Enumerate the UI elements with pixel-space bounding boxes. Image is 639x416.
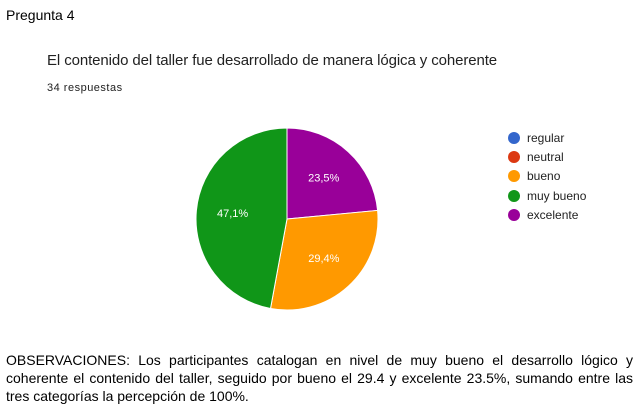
- pie-slice-bueno: [269, 209, 379, 311]
- legend-item-neutral: neutral: [508, 147, 586, 166]
- chart-title: El contenido del taller fue desarrollado…: [47, 52, 498, 69]
- pie-label-bueno: 29,4%: [308, 253, 339, 265]
- legend-item-excelente: excelente: [508, 205, 586, 224]
- pie-chart: 23,5% 29,4% 47,1%: [195, 127, 379, 311]
- legend-item-muy-bueno: muy bueno: [508, 186, 586, 205]
- legend-item-bueno: bueno: [508, 167, 586, 186]
- legend-label-neutral: neutral: [527, 149, 564, 164]
- legend-label-muy-bueno: muy bueno: [527, 188, 587, 203]
- legend-item-regular: regular: [508, 128, 586, 147]
- legend-label-regular: regular: [527, 130, 565, 145]
- legend-label-excelente: excelente: [527, 207, 579, 222]
- legend-swatch-bueno: [508, 170, 520, 183]
- legend-swatch-neutral: [508, 150, 520, 163]
- legend-swatch-muy-bueno: [508, 189, 520, 202]
- chart-legend: regular neutral bueno muy bueno excelente: [508, 128, 586, 224]
- legend-label-bueno: bueno: [527, 169, 561, 184]
- observations-paragraph: OBSERVACIONES: Los participantes catalog…: [6, 352, 633, 404]
- pie-slice-muy-bueno: [195, 127, 288, 310]
- chart-subtitle: 34 respuestas: [47, 82, 123, 94]
- legend-swatch-regular: [508, 131, 520, 144]
- legend-swatch-excelente: [508, 208, 520, 221]
- pie-label-excelente: 23,5%: [308, 173, 339, 185]
- question-heading: Pregunta 4: [6, 7, 75, 23]
- pie-slice-excelente: [286, 127, 379, 220]
- pie-label-muy-bueno: 47,1%: [217, 208, 248, 220]
